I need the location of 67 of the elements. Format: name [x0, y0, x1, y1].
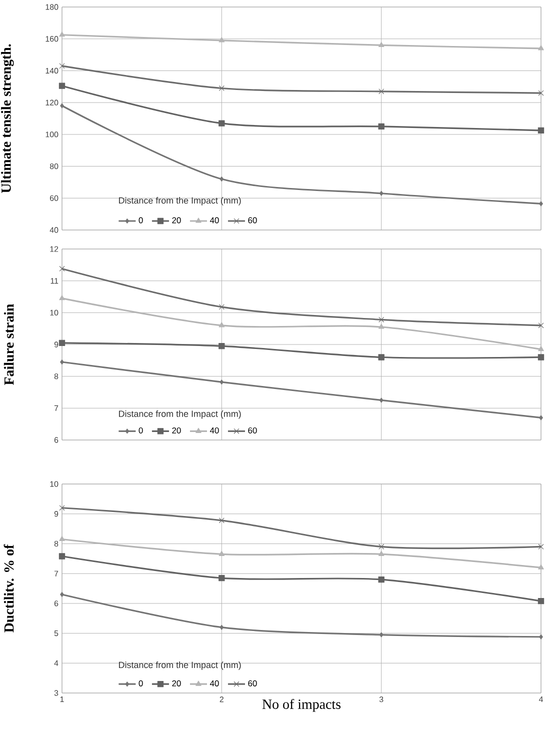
point	[58, 553, 66, 560]
point	[60, 592, 64, 597]
point	[539, 634, 543, 640]
point	[59, 32, 65, 37]
legend-label: 40	[210, 680, 219, 686]
point	[218, 304, 224, 310]
point	[538, 322, 544, 328]
point	[218, 120, 225, 126]
y-axis-title: Ultimate tensile strength.	[1, 44, 14, 193]
point	[218, 550, 225, 556]
point	[59, 295, 65, 300]
point	[378, 324, 384, 329]
x-axis-title: No of impacts	[262, 699, 341, 712]
point	[378, 123, 384, 130]
point	[218, 343, 225, 350]
legend-label: 60	[248, 680, 257, 686]
point	[538, 45, 544, 50]
legend-label: 40	[210, 217, 219, 224]
point	[538, 598, 544, 604]
legend-label: 20	[172, 427, 181, 434]
point	[379, 190, 384, 196]
point	[60, 360, 64, 365]
point	[218, 518, 224, 524]
legend-label: 60	[248, 427, 257, 434]
point	[220, 176, 224, 182]
point	[220, 624, 224, 630]
point	[220, 380, 224, 385]
y-axis-title: Failure strain	[4, 304, 14, 386]
point	[378, 88, 384, 94]
point	[538, 90, 544, 96]
legend-label: 0	[138, 427, 143, 434]
point	[378, 354, 384, 360]
legend-label: 20	[172, 217, 181, 224]
point	[59, 505, 65, 511]
point	[218, 37, 225, 42]
point	[538, 346, 544, 352]
point	[539, 201, 543, 206]
y-axis-title: Ductilitv. % of	[4, 544, 14, 632]
point	[218, 85, 224, 92]
point	[538, 544, 544, 550]
point	[538, 127, 544, 134]
point	[218, 574, 225, 582]
point	[59, 266, 65, 272]
legend-label: 20	[172, 680, 181, 686]
legend-title: Distance from the Impact (mm)	[119, 662, 241, 670]
point	[58, 82, 66, 89]
point	[218, 322, 225, 328]
point	[538, 354, 544, 360]
point	[378, 576, 384, 583]
point	[60, 103, 64, 108]
point	[379, 632, 384, 638]
point	[379, 398, 384, 403]
legend-label: 0	[138, 217, 143, 224]
legend-label: 60	[248, 217, 257, 224]
point	[378, 550, 384, 556]
point	[59, 536, 65, 542]
legend-label: 0	[138, 680, 143, 686]
point	[58, 340, 66, 346]
point	[378, 42, 384, 48]
legend-title: Distance from the Impact (mm)	[119, 197, 241, 206]
legend-title: Distance from the Impact (mm)	[119, 410, 241, 419]
point	[538, 564, 544, 570]
legend-label: 40	[210, 427, 219, 434]
point	[539, 415, 543, 420]
point	[378, 316, 384, 322]
point	[59, 63, 65, 69]
point	[378, 544, 384, 550]
